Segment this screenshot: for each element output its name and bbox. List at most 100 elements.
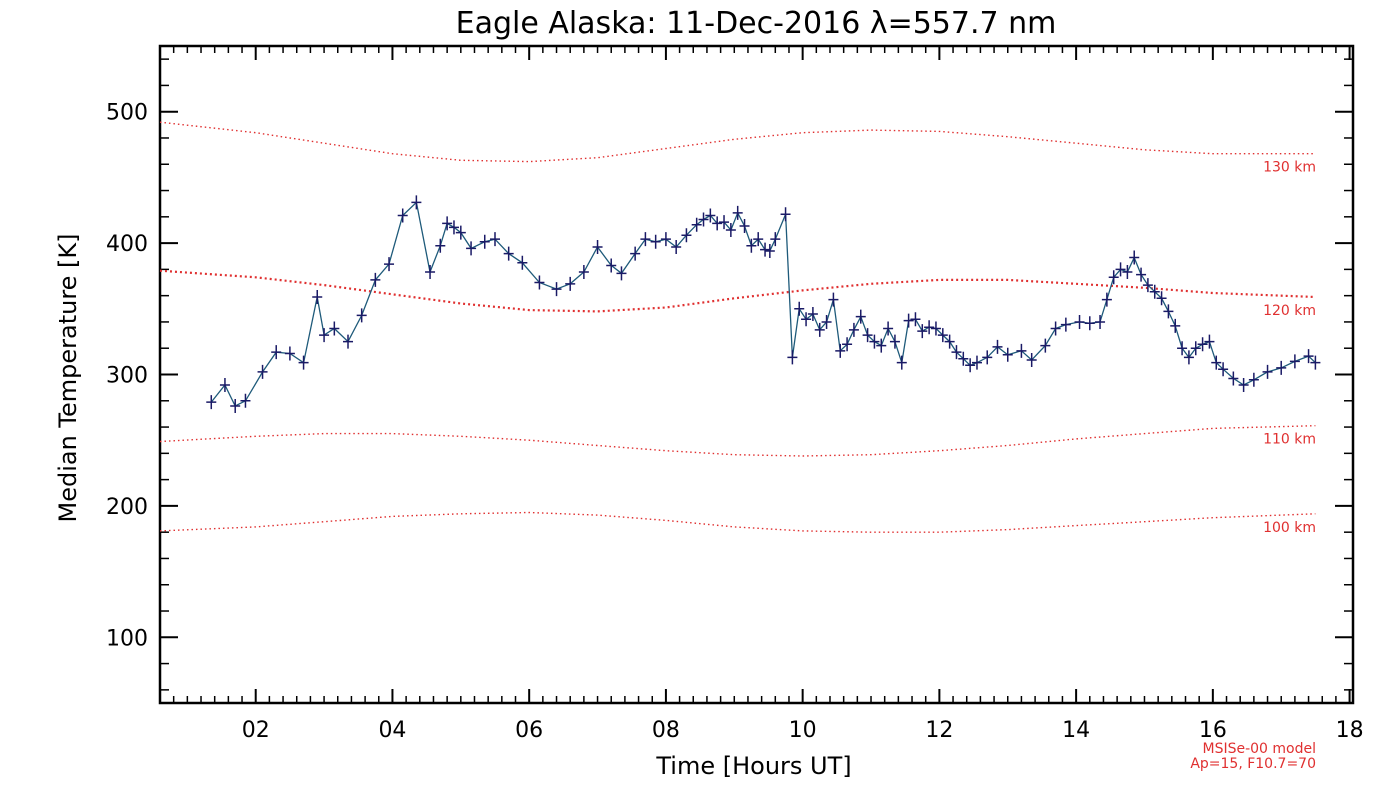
model-curve-label: 110 km xyxy=(1263,432,1316,448)
x-tick-label: 04 xyxy=(378,718,406,743)
data-point-marker xyxy=(760,242,771,257)
data-point-marker xyxy=(1142,278,1153,293)
data-point-marker xyxy=(660,232,671,247)
data-point-marker xyxy=(1228,371,1239,386)
data-point-marker xyxy=(640,232,651,247)
data-point-marker xyxy=(1156,291,1167,306)
data-point-marker xyxy=(705,208,716,223)
data-point-marker xyxy=(903,313,914,328)
data-point-marker xyxy=(1149,284,1160,299)
x-tick-label: 10 xyxy=(789,718,817,743)
data-point-marker xyxy=(630,246,641,261)
data-point-marker xyxy=(1310,355,1321,370)
data-point-marker xyxy=(937,328,948,343)
data-point-marker xyxy=(807,307,818,322)
msis-model-curves: 130 km 120 km 110 km 100 km xyxy=(159,121,1316,536)
model-curve-100km xyxy=(159,511,1316,533)
data-point-marker xyxy=(889,334,900,349)
model-note-line2: Ap=15, F10.7=70 xyxy=(1190,756,1316,772)
data-point-marker xyxy=(425,265,436,280)
data-point-marker xyxy=(1177,341,1188,356)
data-point-marker xyxy=(219,378,230,393)
measured-series-line xyxy=(210,201,1316,407)
model-curve-label: 130 km xyxy=(1263,160,1316,176)
data-point-marker xyxy=(1289,354,1300,369)
data-point-marker xyxy=(1262,364,1273,379)
data-point-marker xyxy=(298,355,309,370)
data-point-marker xyxy=(876,338,887,353)
data-point-marker xyxy=(691,217,702,232)
x-tick-label: 16 xyxy=(1199,718,1227,743)
data-point-marker xyxy=(944,334,955,349)
data-point-marker xyxy=(780,207,791,222)
data-point-marker xyxy=(924,320,935,335)
data-point-marker xyxy=(787,350,798,365)
data-point-marker xyxy=(370,272,381,287)
data-point-marker xyxy=(271,345,282,360)
data-point-marker xyxy=(958,351,969,366)
y-tick-label: 100 xyxy=(106,626,148,651)
data-point-marker xyxy=(1163,304,1174,319)
data-point-marker xyxy=(230,399,241,414)
data-point-marker xyxy=(1050,321,1061,336)
data-point-marker xyxy=(397,208,408,223)
x-axis-label: Time [Hours UT] xyxy=(655,752,851,780)
data-point-marker xyxy=(719,215,730,230)
data-point-marker xyxy=(828,292,839,307)
x-tick-label: 14 xyxy=(1062,718,1090,743)
data-point-marker xyxy=(1084,316,1095,331)
data-point-marker xyxy=(650,234,661,249)
data-point-marker xyxy=(1101,292,1112,307)
x-tick-label: 12 xyxy=(925,718,953,743)
data-point-marker xyxy=(1002,347,1013,362)
data-point-marker xyxy=(435,238,446,253)
data-point-marker xyxy=(479,234,490,249)
data-point-marker xyxy=(764,243,775,258)
y-axis-label: Median Temperature [K] xyxy=(54,233,82,522)
data-point-marker xyxy=(240,393,251,408)
data-point-marker xyxy=(770,232,781,247)
data-point-marker xyxy=(883,321,894,336)
data-point-marker xyxy=(1303,349,1314,364)
data-point-marker xyxy=(869,334,880,349)
data-point-marker xyxy=(257,364,268,379)
x-tick-label: 06 xyxy=(515,718,543,743)
x-tick-label: 18 xyxy=(1336,718,1364,743)
data-point-marker xyxy=(725,222,736,237)
data-point-marker xyxy=(606,258,617,273)
data-point-marker xyxy=(930,321,941,336)
data-point-marker xyxy=(855,309,866,324)
data-point-marker xyxy=(1218,362,1229,377)
data-point-marker xyxy=(746,238,757,253)
y-tick-label: 200 xyxy=(106,495,148,520)
data-point-marker xyxy=(753,232,764,247)
data-point-marker xyxy=(835,343,846,358)
chart-title: Eagle Alaska: 11-Dec-2016 λ=557.7 nm xyxy=(456,6,1057,41)
data-point-marker xyxy=(455,225,466,240)
data-point-marker xyxy=(1122,265,1133,280)
data-point-marker xyxy=(1170,318,1181,333)
data-point-marker xyxy=(1060,317,1071,332)
data-point-marker xyxy=(442,216,453,231)
data-point-marker xyxy=(1190,341,1201,356)
data-point-marker xyxy=(965,358,976,373)
data-point-marker xyxy=(848,322,859,337)
data-point-marker xyxy=(1204,334,1215,349)
data-point-marker xyxy=(503,246,514,261)
data-point-marker xyxy=(1026,353,1037,368)
data-point-marker xyxy=(1040,338,1051,353)
y-tick-label: 300 xyxy=(106,364,148,389)
data-point-marker xyxy=(411,195,422,210)
data-point-marker xyxy=(1238,378,1249,393)
model-curve-label: 120 km xyxy=(1263,303,1316,319)
data-point-marker xyxy=(1276,360,1287,375)
data-point-marker xyxy=(671,240,682,255)
data-point-marker xyxy=(1136,267,1147,282)
data-point-marker xyxy=(319,328,330,343)
data-point-marker xyxy=(1016,343,1027,358)
plot-frame xyxy=(158,44,1355,705)
data-point-marker xyxy=(551,282,562,297)
data-point-marker xyxy=(1211,355,1222,370)
data-point-marker xyxy=(992,339,1003,354)
data-point-marker xyxy=(732,205,743,220)
